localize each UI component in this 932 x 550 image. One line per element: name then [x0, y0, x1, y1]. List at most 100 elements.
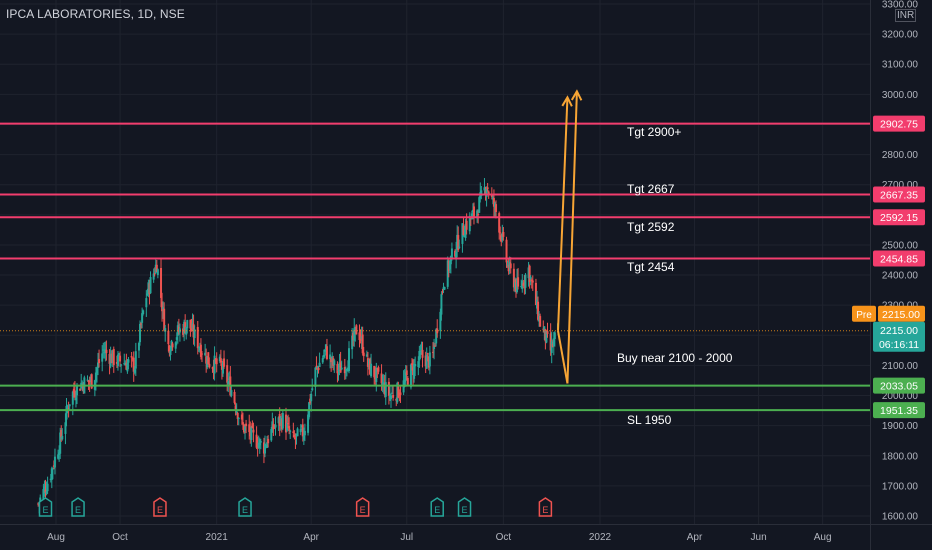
- candle-body: [193, 329, 196, 339]
- candle: [189, 319, 192, 337]
- candle: [108, 349, 111, 375]
- candle-body: [59, 432, 62, 454]
- candle-body: [223, 358, 226, 367]
- candle: [244, 424, 247, 440]
- projection-arrow: [557, 330, 569, 384]
- candle-body: [266, 442, 269, 448]
- candle-body: [409, 364, 412, 388]
- candle: [549, 323, 552, 356]
- candle: [553, 331, 556, 347]
- candle-body: [300, 425, 303, 428]
- candle: [404, 364, 407, 387]
- candle-body: [432, 351, 435, 353]
- candle-body: [142, 310, 145, 315]
- candle-body: [404, 372, 407, 381]
- candle: [155, 259, 158, 273]
- candle: [392, 386, 395, 401]
- candle-body: [212, 367, 215, 372]
- earnings-icon[interactable]: E: [538, 497, 553, 517]
- candle-body: [115, 362, 118, 364]
- candle: [255, 426, 258, 450]
- y-tick-label: 3200.00: [882, 30, 919, 41]
- candle-body: [509, 263, 512, 269]
- earnings-icon[interactable]: E: [430, 497, 444, 517]
- earnings-icon[interactable]: E: [71, 497, 85, 517]
- candle: [346, 360, 349, 372]
- candle-body: [553, 332, 556, 340]
- candle-body: [544, 329, 547, 342]
- candle: [236, 412, 239, 426]
- earnings-icon[interactable]: E: [38, 497, 53, 517]
- candle-body: [523, 282, 526, 285]
- candle-body: [336, 363, 339, 374]
- candle: [506, 260, 509, 268]
- candle-body: [76, 385, 79, 396]
- candle-body: [535, 299, 538, 309]
- candle-body: [171, 343, 174, 348]
- candle-body: [52, 465, 55, 467]
- candle-body: [530, 279, 533, 282]
- candle-body: [521, 280, 524, 290]
- candle: [501, 224, 504, 243]
- earnings-icon[interactable]: E: [238, 497, 252, 517]
- candle-body: [512, 268, 515, 288]
- candle-body: [149, 277, 152, 294]
- candle-body: [131, 358, 134, 360]
- candle: [213, 346, 216, 381]
- candle-body: [228, 378, 231, 380]
- candle-body: [424, 355, 427, 367]
- annotation-tgt-2454: Tgt 2454: [627, 260, 675, 274]
- candle-body: [522, 283, 525, 286]
- candle: [361, 326, 364, 356]
- candle: [440, 291, 443, 321]
- earnings-icon[interactable]: E: [153, 497, 167, 517]
- candle: [192, 314, 195, 345]
- candle: [314, 367, 317, 397]
- candle: [160, 257, 163, 308]
- candle-body: [252, 429, 255, 433]
- y-tick-label: 1700.00: [882, 481, 919, 492]
- candle-body: [390, 395, 393, 400]
- candle: [436, 319, 439, 338]
- candle: [218, 354, 221, 364]
- candle-body: [465, 220, 468, 230]
- candle-body: [245, 423, 248, 427]
- candle-body: [219, 358, 222, 363]
- candle-body: [82, 384, 85, 391]
- price-badge-2033: 2033.05: [880, 381, 918, 393]
- candle-body: [323, 349, 326, 352]
- candle: [64, 413, 67, 445]
- candle-body: [426, 353, 429, 355]
- candle: [51, 467, 54, 480]
- candle-body: [375, 368, 378, 383]
- candle: [456, 225, 459, 258]
- earnings-icon[interactable]: E: [355, 497, 370, 517]
- candle-body: [425, 354, 428, 369]
- candle-body: [242, 424, 245, 433]
- candle-body: [160, 267, 163, 298]
- candle-body: [406, 377, 409, 385]
- annotation-tgt-2592: Tgt 2592: [627, 220, 675, 234]
- candle-body: [192, 324, 195, 338]
- candle-body: [428, 352, 431, 367]
- candle-body: [104, 349, 107, 354]
- horizontal-levels: [0, 122, 870, 412]
- candle-body: [435, 329, 438, 344]
- candle-body: [391, 392, 394, 394]
- candle-body: [72, 388, 75, 393]
- candle-body: [477, 214, 480, 216]
- candle: [509, 257, 512, 274]
- candle-body: [480, 190, 483, 196]
- candle: [211, 366, 214, 373]
- candle: [281, 409, 284, 431]
- candle: [513, 277, 516, 293]
- candle-body: [74, 398, 77, 401]
- y-tick-label: 2700.00: [882, 180, 919, 191]
- candle-body: [433, 346, 436, 349]
- candle: [420, 341, 423, 355]
- candle-body: [337, 370, 340, 372]
- candle: [134, 342, 137, 377]
- earnings-icon[interactable]: E: [457, 497, 472, 517]
